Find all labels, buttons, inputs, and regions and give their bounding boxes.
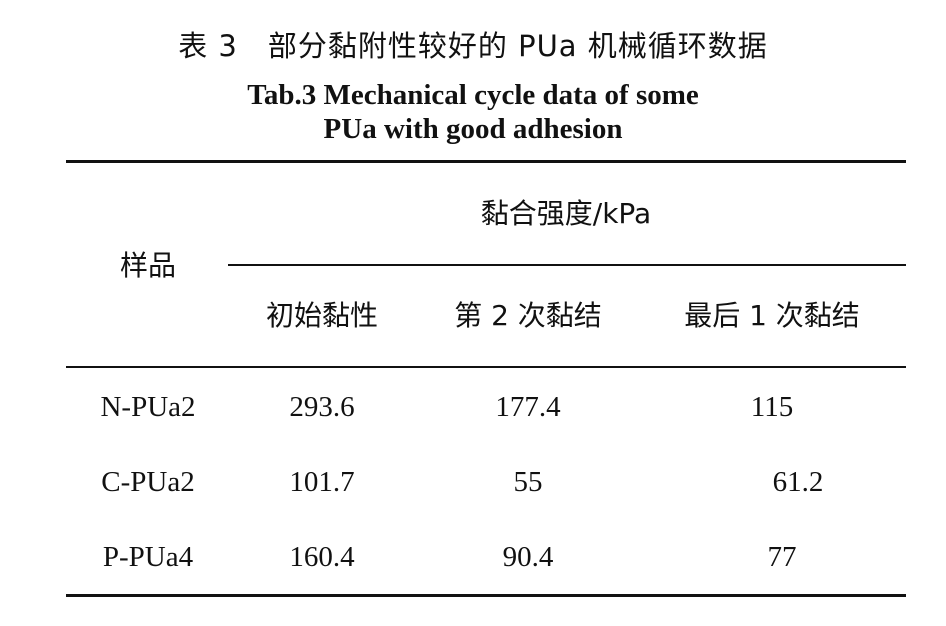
adhesion-strength-group-header: 黏合强度/kPa [480, 197, 652, 230]
cell-second-bond: 177.4 [495, 391, 561, 423]
table-title-english: Tab.3 Mechanical cycle data of some PUa … [0, 78, 946, 146]
cell-last-bond: 77 [767, 541, 797, 573]
table-title-chinese: 表 3 部分黏附性较好的 PUa 机械循环数据 [178, 29, 768, 63]
cell-initial-tack: 160.4 [289, 541, 355, 573]
column-header-last-bond: 最后 1 次黏结 [684, 299, 860, 332]
cell-last-bond: 61.2 [772, 466, 824, 498]
cell-initial-tack: 293.6 [289, 391, 355, 423]
column-header-initial-tack: 初始黏性 [265, 299, 379, 332]
row-sample-label: C-PUa2 [101, 466, 195, 498]
table-title-english-line1: Tab.3 Mechanical cycle data of some [247, 79, 699, 111]
cell-second-bond: 90.4 [502, 541, 554, 573]
row-sample-label: P-PUa4 [102, 541, 194, 573]
row-sample-label: N-PUa2 [100, 391, 196, 423]
table-title-english-line2: PUa with good adhesion [323, 113, 623, 145]
sample-column-header: 样品 [119, 249, 177, 282]
table-bottom-rule [66, 594, 906, 597]
table-top-rule [66, 160, 906, 163]
cell-initial-tack: 101.7 [289, 466, 355, 498]
cell-second-bond: 55 [513, 466, 543, 498]
cell-last-bond: 115 [750, 391, 794, 423]
header-bottom-rule [66, 366, 906, 368]
column-header-second-bond: 第 2 次黏结 [454, 299, 602, 332]
group-header-rule [228, 264, 906, 266]
